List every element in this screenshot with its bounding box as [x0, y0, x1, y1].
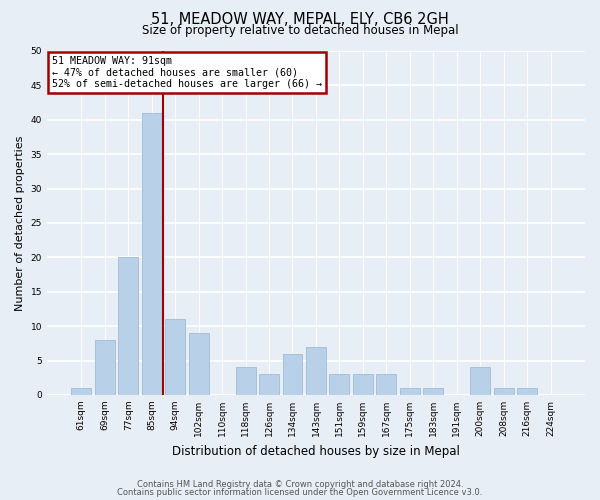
- Text: Size of property relative to detached houses in Mepal: Size of property relative to detached ho…: [142, 24, 458, 37]
- Bar: [283, 354, 302, 395]
- Bar: [236, 368, 256, 395]
- Bar: [517, 388, 537, 395]
- Bar: [188, 333, 209, 395]
- Bar: [165, 320, 185, 395]
- Bar: [376, 374, 397, 395]
- Bar: [259, 374, 279, 395]
- Text: 51, MEADOW WAY, MEPAL, ELY, CB6 2GH: 51, MEADOW WAY, MEPAL, ELY, CB6 2GH: [151, 12, 449, 26]
- Bar: [353, 374, 373, 395]
- Y-axis label: Number of detached properties: Number of detached properties: [15, 136, 25, 310]
- X-axis label: Distribution of detached houses by size in Mepal: Distribution of detached houses by size …: [172, 444, 460, 458]
- Bar: [306, 347, 326, 395]
- Bar: [423, 388, 443, 395]
- Bar: [470, 368, 490, 395]
- Bar: [95, 340, 115, 395]
- Text: 51 MEADOW WAY: 91sqm
← 47% of detached houses are smaller (60)
52% of semi-detac: 51 MEADOW WAY: 91sqm ← 47% of detached h…: [52, 56, 322, 90]
- Bar: [400, 388, 420, 395]
- Bar: [118, 258, 138, 395]
- Bar: [71, 388, 91, 395]
- Bar: [329, 374, 349, 395]
- Text: Contains public sector information licensed under the Open Government Licence v3: Contains public sector information licen…: [118, 488, 482, 497]
- Bar: [142, 113, 162, 395]
- Text: Contains HM Land Registry data © Crown copyright and database right 2024.: Contains HM Land Registry data © Crown c…: [137, 480, 463, 489]
- Bar: [494, 388, 514, 395]
